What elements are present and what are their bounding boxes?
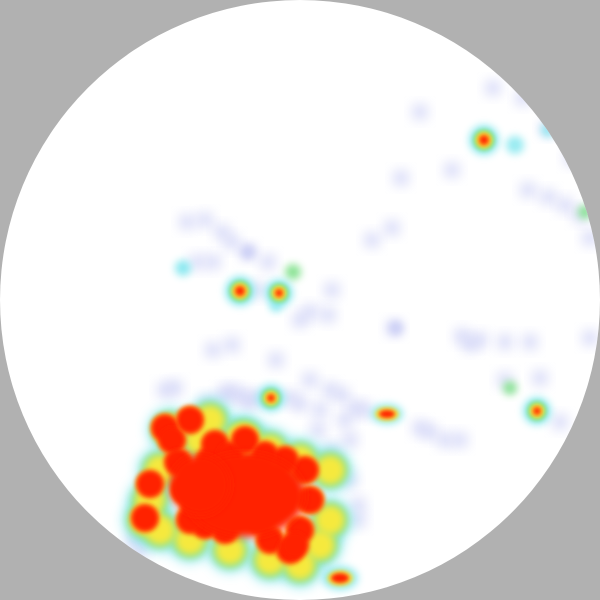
heat-blob xyxy=(384,220,400,236)
heat-blob xyxy=(285,264,301,280)
heat-blob xyxy=(452,432,468,448)
heat-blob xyxy=(205,254,221,270)
heat-blob xyxy=(236,287,244,295)
heat-blob xyxy=(315,505,345,535)
heat-blob xyxy=(159,427,185,453)
heat-blob xyxy=(292,396,308,412)
heat-blob xyxy=(322,382,338,398)
heat-blob xyxy=(342,432,358,448)
heat-blob xyxy=(506,136,524,154)
heat-blob xyxy=(389,321,403,335)
heat-blob xyxy=(216,387,232,403)
heat-blob xyxy=(324,282,340,298)
heat-blob xyxy=(310,422,326,438)
heat-blob xyxy=(177,407,203,433)
heat-blob xyxy=(312,402,328,418)
heat-blob xyxy=(412,104,428,120)
heat-blob xyxy=(167,380,183,396)
heat-blob xyxy=(422,424,438,440)
heat-blob xyxy=(214,224,230,240)
heat-blob xyxy=(260,254,276,270)
heat-blob xyxy=(331,573,349,583)
heat-blob xyxy=(472,332,488,348)
heat-blob xyxy=(480,136,488,144)
heat-blob xyxy=(189,254,205,270)
heat-blob xyxy=(170,455,230,515)
heat-blob xyxy=(444,162,460,178)
heat-blob xyxy=(268,352,284,368)
heat-blob xyxy=(522,334,538,350)
heat-blob xyxy=(315,455,345,485)
heat-blob xyxy=(350,497,366,513)
heat-blob xyxy=(379,410,395,418)
heat-layer xyxy=(123,80,598,590)
heat-blob xyxy=(276,290,282,296)
heat-blob xyxy=(552,414,568,430)
heat-blob xyxy=(557,197,573,213)
heat-blob xyxy=(205,342,221,358)
heat-blob xyxy=(334,387,350,403)
heat-blob xyxy=(132,505,158,531)
heat-blob xyxy=(540,189,556,205)
heat-blob xyxy=(485,80,501,96)
heat-blob xyxy=(292,312,308,328)
heat-blob xyxy=(241,245,255,259)
heat-blob xyxy=(232,427,258,453)
heat-blob xyxy=(350,512,366,528)
heat-blob xyxy=(137,471,163,497)
heat-blob xyxy=(393,170,409,186)
heat-blob xyxy=(197,212,213,228)
heat-blob xyxy=(364,232,380,248)
heat-blob xyxy=(320,307,336,323)
heat-blob xyxy=(520,182,536,198)
heat-blob xyxy=(437,432,453,448)
heat-blob xyxy=(240,394,256,410)
heat-blob xyxy=(224,234,240,250)
heat-blob xyxy=(268,395,274,401)
heat-blob xyxy=(497,334,513,350)
heat-blob xyxy=(503,381,517,395)
heat-blob xyxy=(175,260,191,276)
heat-blob xyxy=(302,372,318,388)
heat-blob xyxy=(534,408,540,414)
heat-blob xyxy=(282,532,308,558)
heat-blob xyxy=(582,330,598,346)
heat-blob xyxy=(532,370,548,386)
heat-blob xyxy=(179,214,195,230)
heat-blob xyxy=(337,412,353,428)
heat-blob xyxy=(224,337,240,353)
heat-blob xyxy=(357,402,373,418)
